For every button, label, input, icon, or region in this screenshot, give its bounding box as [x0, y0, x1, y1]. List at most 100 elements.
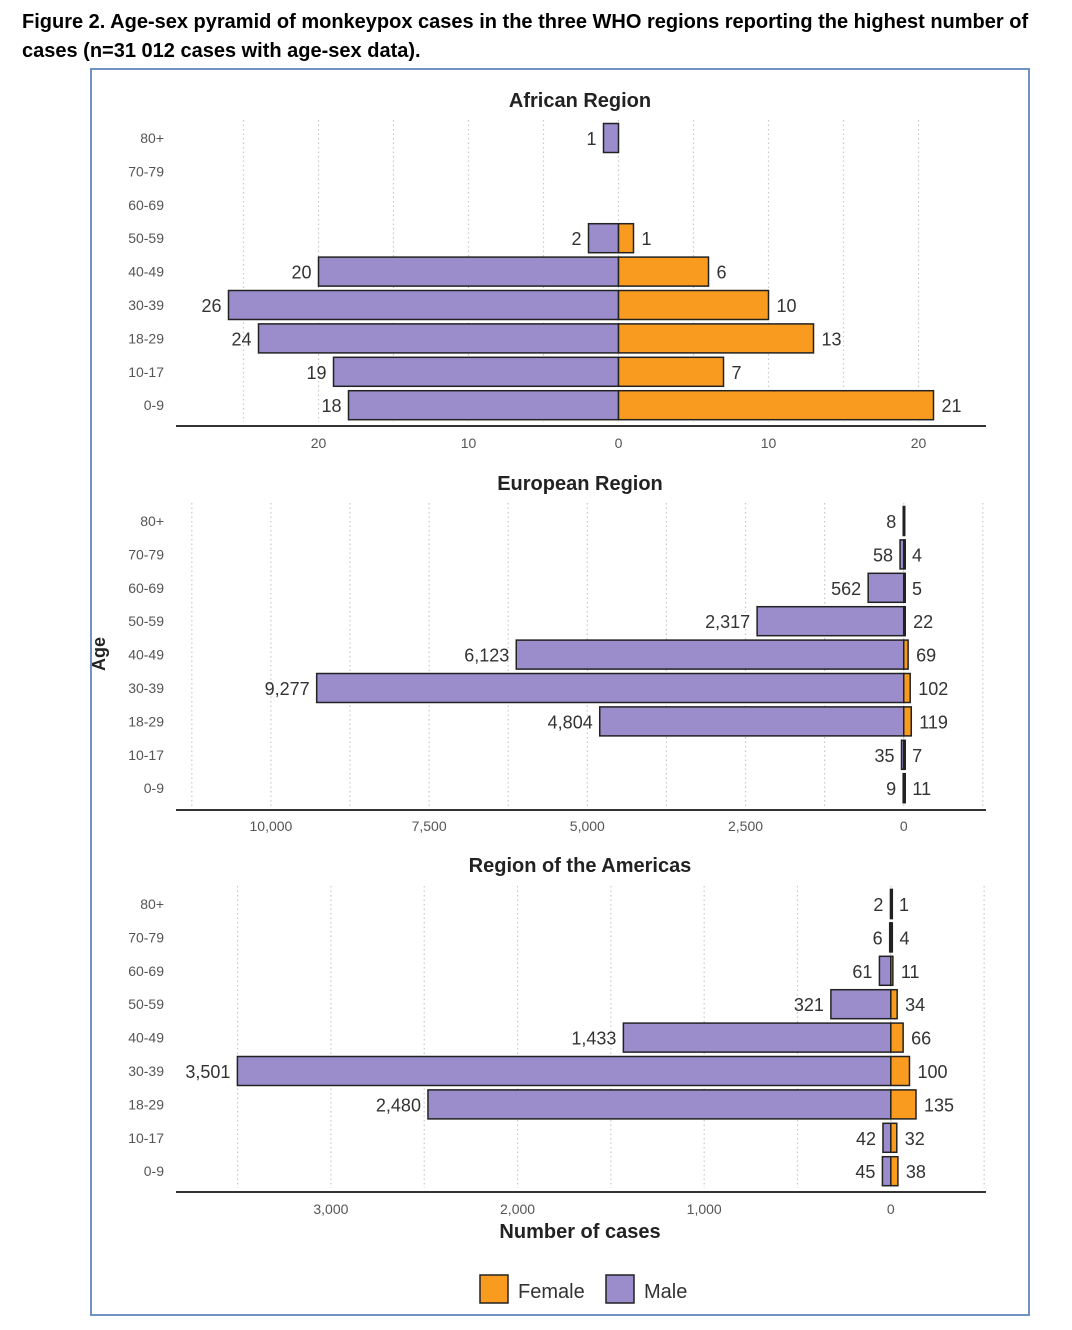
male-data-label: 2,480: [376, 1095, 421, 1115]
male-bar: [598, 706, 905, 737]
age-tick-label: 40-49: [128, 264, 164, 280]
x-tick-label: 1,000: [687, 1201, 722, 1217]
age-tick-label: 50-59: [128, 613, 164, 629]
male-data-label: 18: [321, 396, 341, 416]
female-data-label: 4: [912, 545, 922, 565]
x-tick-label: 0: [615, 435, 623, 451]
age-tick-label: 0-9: [144, 780, 164, 796]
age-tick-label: 10-17: [128, 1130, 164, 1146]
male-data-label: 58: [873, 545, 893, 565]
male-data-label: 2: [873, 895, 883, 915]
female-bar: [902, 739, 906, 771]
x-tick-label: 0: [900, 818, 908, 834]
age-tick-label: 40-49: [128, 1030, 164, 1046]
age-tick-label: 60-69: [128, 580, 164, 596]
panel-3: Region of the Americas 80+ 2 1 70-79 6 4 60-69 6…: [128, 855, 986, 1217]
x-tick-label: 20: [911, 435, 927, 451]
male-data-label: 35: [874, 746, 894, 766]
age-tick-label: 10-17: [128, 747, 164, 763]
female-bar: [890, 1122, 898, 1154]
female-bar: [890, 1022, 904, 1053]
female-data-label: 7: [912, 746, 922, 766]
male-data-label: 1,433: [571, 1029, 616, 1049]
female-data-label: 4: [900, 928, 910, 948]
male-data-label: 3,501: [185, 1062, 230, 1082]
age-tick-label: 30-39: [128, 1063, 164, 1079]
legend-swatch-male: [605, 1274, 635, 1304]
male-bar: [347, 389, 620, 421]
male-bar: [515, 639, 905, 670]
age-tick-label: 18-29: [128, 1096, 164, 1112]
male-bar: [332, 356, 620, 388]
female-bar: [902, 539, 906, 570]
male-bar: [236, 1055, 892, 1087]
male-data-label: 4,804: [548, 712, 593, 732]
age-tick-label: 18-29: [128, 713, 164, 729]
x-tick-label: 2,000: [500, 1201, 535, 1217]
age-tick-label: 60-69: [128, 197, 164, 213]
age-tick-label: 40-49: [128, 647, 164, 663]
x-tick-label: 10: [461, 435, 477, 451]
male-bar: [878, 955, 892, 987]
female-bar: [890, 955, 894, 987]
panel-title: Region of the Americas: [469, 855, 692, 877]
female-bar: [617, 323, 815, 354]
panel-title: African Region: [509, 90, 651, 112]
figure-title: Figure 2. Age-sex pyramid of monkeypox c…: [22, 11, 1029, 62]
x-tick-label: 5,000: [570, 818, 605, 834]
male-data-label: 6,123: [464, 646, 509, 666]
female-data-label: 13: [822, 329, 842, 349]
female-data-label: 11: [912, 779, 931, 799]
male-data-label: 6: [873, 928, 883, 948]
female-bar: [902, 772, 906, 804]
female-bar: [902, 572, 906, 604]
male-bar: [317, 256, 620, 287]
x-tick-label: 10,000: [250, 818, 293, 834]
male-data-label: 61: [852, 962, 872, 982]
age-tick-label: 60-69: [128, 963, 164, 979]
female-bar: [902, 706, 913, 737]
male-data-label: 45: [855, 1162, 875, 1182]
male-bar: [830, 988, 892, 1020]
female-data-label: 10: [777, 296, 797, 316]
age-tick-label: 80+: [140, 896, 164, 912]
male-bar: [902, 505, 906, 537]
female-data-label: 6: [717, 263, 727, 283]
female-data-label: 1: [642, 229, 652, 249]
female-bar: [890, 1055, 911, 1087]
age-tick-label: 10-17: [128, 364, 164, 380]
age-tick-label: 50-59: [128, 230, 164, 246]
female-bar: [902, 639, 909, 670]
male-bar: [622, 1022, 892, 1053]
male-data-label: 42: [856, 1129, 876, 1149]
male-bar: [881, 1155, 892, 1187]
female-data-label: 5: [912, 579, 922, 599]
age-tick-label: 80+: [140, 130, 164, 146]
male-bar: [587, 222, 620, 254]
female-data-label: 32: [905, 1129, 925, 1149]
age-tick-label: 70-79: [128, 929, 164, 945]
male-bar: [227, 289, 620, 321]
male-data-label: 19: [306, 363, 326, 383]
age-tick-label: 30-39: [128, 297, 164, 313]
female-data-label: 21: [942, 396, 962, 416]
x-axis-label: Number of cases: [499, 1221, 660, 1243]
male-bar: [602, 122, 620, 154]
female-bar: [617, 256, 710, 287]
female-data-label: 11: [901, 962, 920, 982]
age-tick-label: 0-9: [144, 1163, 164, 1179]
male-data-label: 8: [886, 512, 896, 532]
x-tick-label: 3,000: [313, 1201, 348, 1217]
male-bar: [882, 1122, 892, 1154]
female-data-label: 38: [906, 1162, 926, 1182]
legend-label-male: Male: [644, 1281, 687, 1303]
age-tick-label: 0-9: [144, 397, 164, 413]
female-data-label: 1: [899, 895, 909, 915]
male-data-label: 1: [586, 129, 596, 149]
male-bar: [315, 672, 905, 704]
age-tick-label: 70-79: [128, 546, 164, 562]
female-data-label: 135: [924, 1095, 954, 1115]
x-tick-label: 20: [311, 435, 327, 451]
